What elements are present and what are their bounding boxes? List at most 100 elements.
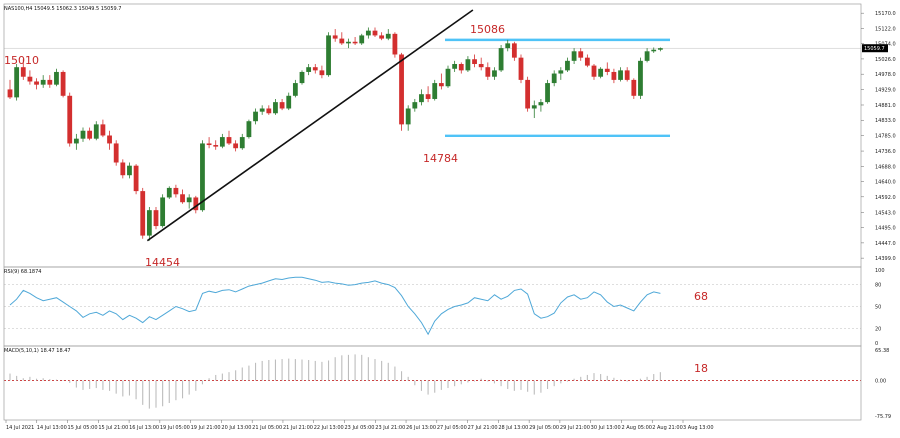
time-tick-label: 20 Jul 13:00 [221,425,251,431]
rsi-panel [4,276,861,336]
time-tick-label: 22 Jul 13:00 [314,425,344,431]
candle [319,65,325,79]
candle [253,108,258,125]
candle [657,47,663,52]
candle [326,32,331,77]
time-tick-label: 29 Jul 05:00 [529,425,559,431]
candle [419,89,424,106]
candle [100,119,106,138]
candle [173,184,179,198]
candle [538,98,544,112]
candle [133,164,139,195]
candle-body [319,70,325,76]
candle-body [186,197,192,203]
rsi-series-line [9,276,661,336]
candle-body [438,83,444,87]
annotation-range-bottom: 14784 [423,152,458,165]
candle [233,140,239,152]
candle [458,62,464,74]
candle-body [571,51,577,61]
candle [511,41,517,61]
annotation-high-left: 15010 [4,54,39,67]
candle [73,133,79,150]
candle-body [206,143,212,146]
candle-body [478,64,484,68]
candle [624,67,630,82]
candle [392,32,398,58]
candle [545,79,550,104]
price-tick-label: 15122.0 [875,26,896,32]
candle-body [107,135,112,144]
candle-body [279,102,285,109]
time-tick-label: 21 Jul 21:00 [283,425,313,431]
candle-body [505,43,511,49]
candle-body [465,59,471,71]
candle [213,140,219,150]
candle-body [153,210,159,227]
candle [259,105,265,115]
time-tick-label: 19 Jul 21:00 [191,425,221,431]
candle-body [246,121,252,138]
candle-body [292,83,298,96]
candle-body [565,60,570,71]
candle-body [611,71,617,80]
candle [518,54,524,84]
candle [20,59,26,80]
candle [14,64,20,101]
candle-body [146,210,152,236]
candle-body [445,68,451,87]
candle [80,127,86,142]
candle [120,159,126,179]
candle-body [113,143,119,163]
time-tick-label: 14 Jul 2021 [6,425,34,431]
candle-body [385,33,391,39]
time-tick-label: 21 Jul 05:00 [252,425,282,431]
candle-body [472,59,477,65]
price-tick-label: 14592.0 [875,195,896,201]
candle [644,48,650,63]
candle [226,130,232,146]
candle [598,67,604,79]
panel-border-2 [3,345,862,421]
candle [365,27,371,39]
time-tick-label: 26 Jul 13:00 [406,425,436,431]
candle [40,75,46,88]
candle [180,189,185,204]
candle-body [638,60,643,96]
candle [485,62,491,80]
candle-body [306,67,312,72]
candle-body [584,57,590,66]
candle-body [140,191,146,236]
candle [286,92,292,111]
candle [60,70,66,98]
time-tick-label: 16 Jul 13:00 [129,425,159,431]
macd-tick-label: 0.00 [875,379,886,385]
candle [584,54,590,68]
candle [153,206,159,230]
symbol-line: NAS100,H4 15049.5 15062.3 15049.5 15059.… [4,6,121,12]
candle-body [598,68,604,77]
candle [352,37,358,45]
candle-body [631,79,637,96]
candle-body [525,79,531,109]
time-tick-label: 15 Jul 21:00 [98,425,128,431]
rsi-tick-label: 20 [875,326,881,332]
candle [359,33,365,45]
time-tick-label: 23 Jul 21:00 [375,425,405,431]
candle-body [326,35,331,76]
candle-body [452,64,458,69]
candle-body [160,197,166,227]
candle-body [405,108,411,125]
candle [127,162,132,179]
candle [551,70,557,87]
candle-body [511,43,517,58]
candle-body [67,95,73,144]
time-tick-label: 23 Jul 05:00 [345,425,375,431]
candle-body [346,41,351,44]
candle [273,98,278,115]
candle [266,105,272,115]
candle [239,133,245,150]
candle-body [538,102,544,106]
candle-body [312,67,318,71]
